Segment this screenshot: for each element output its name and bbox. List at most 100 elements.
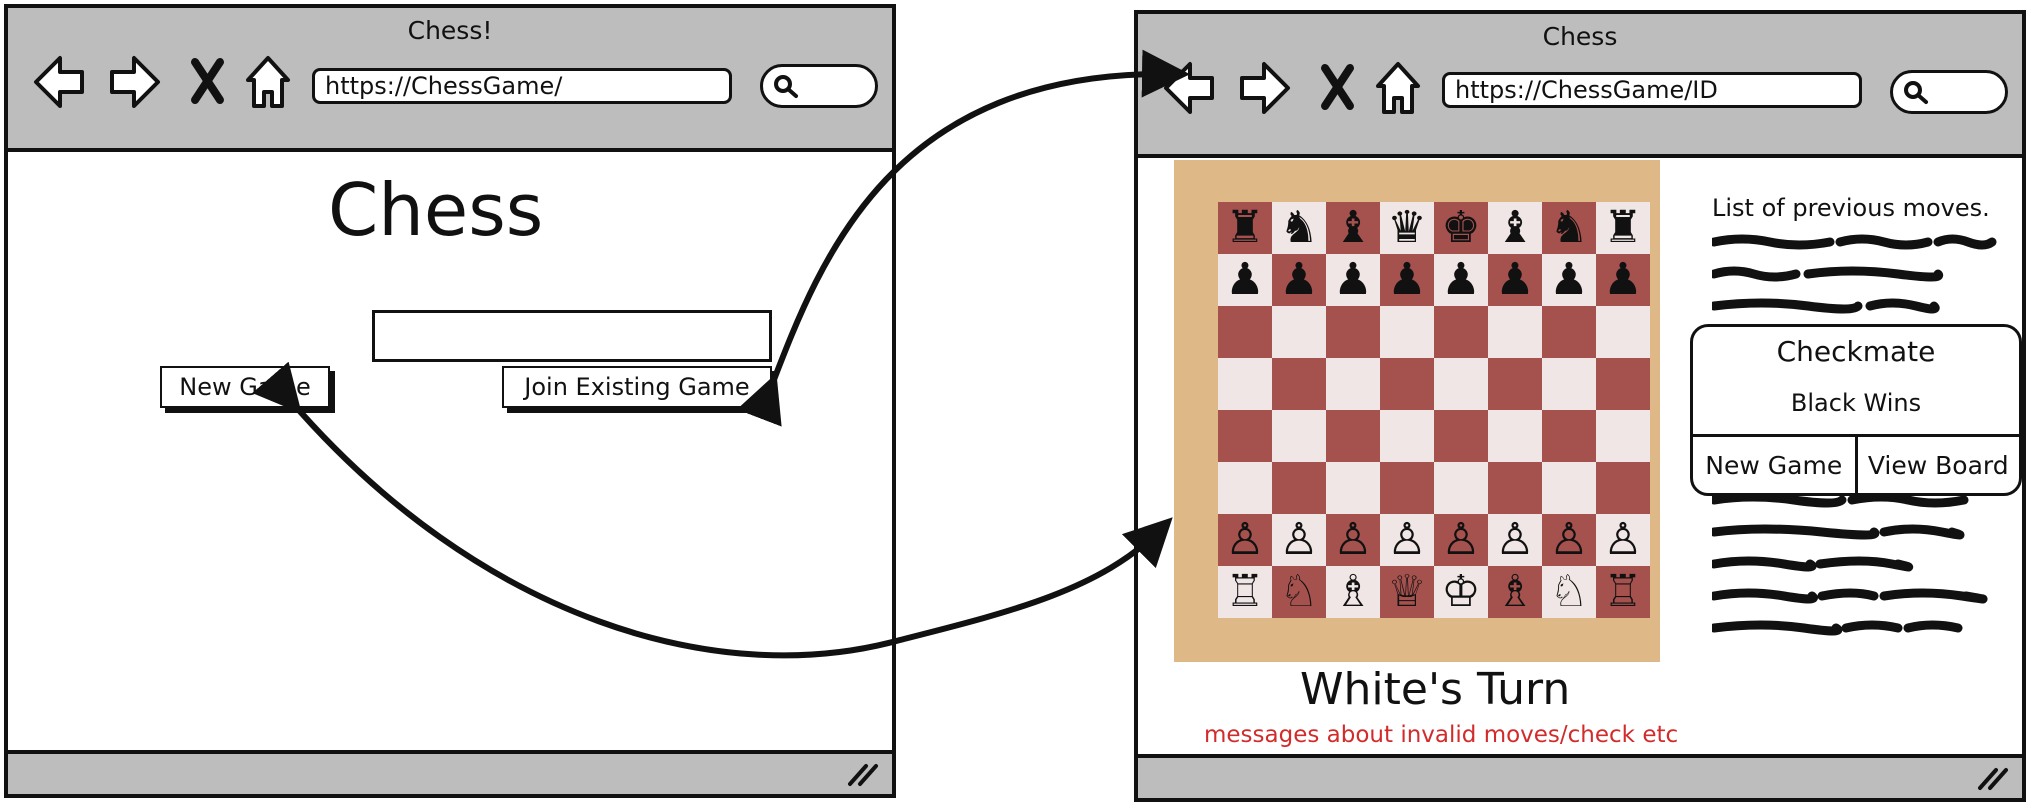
forward-icon[interactable] — [1240, 62, 1290, 114]
board-square[interactable] — [1488, 410, 1542, 462]
board-square[interactable] — [1596, 358, 1650, 410]
move-entry — [1712, 556, 1913, 572]
board-square[interactable]: ♖ — [1218, 566, 1272, 618]
address-bar[interactable]: https://ChessGame/ID — [1442, 72, 1862, 108]
board-square[interactable]: ♙ — [1326, 514, 1380, 566]
board-square[interactable] — [1326, 462, 1380, 514]
home-icon[interactable] — [1376, 62, 1420, 114]
search-box[interactable] — [760, 64, 878, 108]
resize-grip-icon[interactable] — [848, 764, 878, 786]
browser-chrome: Chess https://ChessGame/ID — [1138, 14, 2022, 158]
board-square[interactable]: ♜ — [1218, 202, 1272, 254]
board-square[interactable]: ♙ — [1542, 514, 1596, 566]
game-browser-window: Chess https://ChessGame/ID ♜ ♞ ♝ ♛ ♚ ♝ ♞ ♜ ♟ ♟ ♟ ♟ ♟… — [1134, 10, 2026, 802]
board-square[interactable] — [1380, 306, 1434, 358]
new-game-button[interactable]: New Game — [160, 366, 330, 408]
home-icon[interactable] — [246, 56, 290, 108]
board-square[interactable] — [1380, 410, 1434, 462]
board-square[interactable] — [1218, 410, 1272, 462]
board-square[interactable] — [1488, 306, 1542, 358]
board-square[interactable] — [1326, 358, 1380, 410]
browser-chrome: Chess! https://ChessGame/ — [8, 8, 892, 152]
board-square[interactable]: ♞ — [1272, 202, 1326, 254]
board-square[interactable] — [1218, 306, 1272, 358]
board-square[interactable]: ♙ — [1218, 514, 1272, 566]
board-square[interactable] — [1488, 462, 1542, 514]
search-box[interactable] — [1890, 70, 2008, 114]
board-square[interactable]: ♟ — [1380, 254, 1434, 306]
resize-grip-icon[interactable] — [1978, 768, 2008, 790]
board-square[interactable]: ♟ — [1272, 254, 1326, 306]
board-square[interactable]: ♞ — [1542, 202, 1596, 254]
address-bar[interactable]: https://ChessGame/ — [312, 68, 732, 104]
board-square[interactable]: ♘ — [1272, 566, 1326, 618]
board-square[interactable]: ♕ — [1380, 566, 1434, 618]
board-square[interactable] — [1380, 462, 1434, 514]
board-square[interactable]: ♙ — [1434, 514, 1488, 566]
board-square[interactable]: ♗ — [1326, 566, 1380, 618]
board-square[interactable] — [1542, 462, 1596, 514]
board-square[interactable] — [1434, 358, 1488, 410]
view-board-button[interactable]: View Board — [1854, 437, 2020, 493]
move-entry — [1712, 524, 1965, 540]
board-square[interactable]: ♗ — [1488, 566, 1542, 618]
board-square[interactable] — [1272, 358, 1326, 410]
stop-icon[interactable] — [1321, 64, 1354, 110]
board-square[interactable]: ♜ — [1596, 202, 1650, 254]
game-id-input[interactable] — [372, 310, 772, 362]
back-icon[interactable] — [34, 56, 84, 108]
board-square[interactable]: ♖ — [1596, 566, 1650, 618]
board-square[interactable] — [1272, 462, 1326, 514]
board-square[interactable]: ♟ — [1488, 254, 1542, 306]
turn-indicator: White's Turn — [1300, 664, 1571, 715]
board-square[interactable]: ♛ — [1380, 202, 1434, 254]
board-square[interactable] — [1218, 462, 1272, 514]
board-square[interactable] — [1272, 306, 1326, 358]
board-square[interactable]: ♚ — [1434, 202, 1488, 254]
board-square[interactable] — [1596, 462, 1650, 514]
search-icon — [774, 75, 798, 98]
board-square[interactable]: ♟ — [1326, 254, 1380, 306]
board-square[interactable]: ♙ — [1272, 514, 1326, 566]
board-square[interactable] — [1380, 358, 1434, 410]
board-square[interactable]: ♙ — [1488, 514, 1542, 566]
board-square[interactable] — [1488, 358, 1542, 410]
board-square[interactable]: ♟ — [1218, 254, 1272, 306]
board-square[interactable]: ♙ — [1380, 514, 1434, 566]
board-square[interactable] — [1272, 410, 1326, 462]
dialog-message: Black Wins — [1790, 389, 1922, 417]
new-game-button[interactable]: New Game — [1705, 450, 1843, 480]
board-square[interactable]: ♝ — [1488, 202, 1542, 254]
dialog-title: Checkmate — [1776, 335, 1936, 368]
board-square[interactable] — [1596, 306, 1650, 358]
board-square[interactable]: ♟ — [1542, 254, 1596, 306]
board-square[interactable]: ♟ — [1434, 254, 1488, 306]
moves-list-title: List of previous moves. — [1712, 194, 1990, 222]
chess-board[interactable]: ♜ ♞ ♝ ♛ ♚ ♝ ♞ ♜ ♟ ♟ ♟ ♟ ♟ ♟ ♟ ♟ ♙ ♙ ♙ ♙ ♙ ♙ ♙ ♙ ♖ ♘ ♗ ♕ ♔ ♗ ♘ ♖ — [1218, 202, 1650, 618]
board-square[interactable]: ♔ — [1434, 566, 1488, 618]
board-square[interactable]: ♟ — [1596, 254, 1650, 306]
join-existing-game-button[interactable]: Join Existing Game — [502, 366, 772, 408]
move-entry — [1712, 492, 1969, 508]
forward-icon[interactable] — [110, 56, 160, 108]
board-square[interactable] — [1542, 358, 1596, 410]
move-entry — [1712, 588, 1988, 604]
stop-icon[interactable] — [191, 58, 224, 104]
board-square[interactable]: ♘ — [1542, 566, 1596, 618]
checkmate-dialog: Checkmate Black Wins New Game View Board — [1690, 324, 2022, 496]
board-square[interactable] — [1434, 410, 1488, 462]
board-square[interactable] — [1326, 306, 1380, 358]
board-square[interactable]: ♝ — [1326, 202, 1380, 254]
board-square[interactable]: ♙ — [1596, 514, 1650, 566]
window-title: Chess — [1542, 22, 1618, 51]
board-square[interactable] — [1434, 462, 1488, 514]
board-square[interactable] — [1542, 410, 1596, 462]
dialog-actions: New Game View Board — [1693, 434, 2019, 493]
board-square[interactable] — [1542, 306, 1596, 358]
board-square[interactable] — [1596, 410, 1650, 462]
board-square[interactable] — [1326, 410, 1380, 462]
back-icon[interactable] — [1164, 62, 1214, 114]
board-square[interactable] — [1434, 306, 1488, 358]
board-square[interactable] — [1218, 358, 1272, 410]
page-title: Chess — [328, 168, 544, 252]
